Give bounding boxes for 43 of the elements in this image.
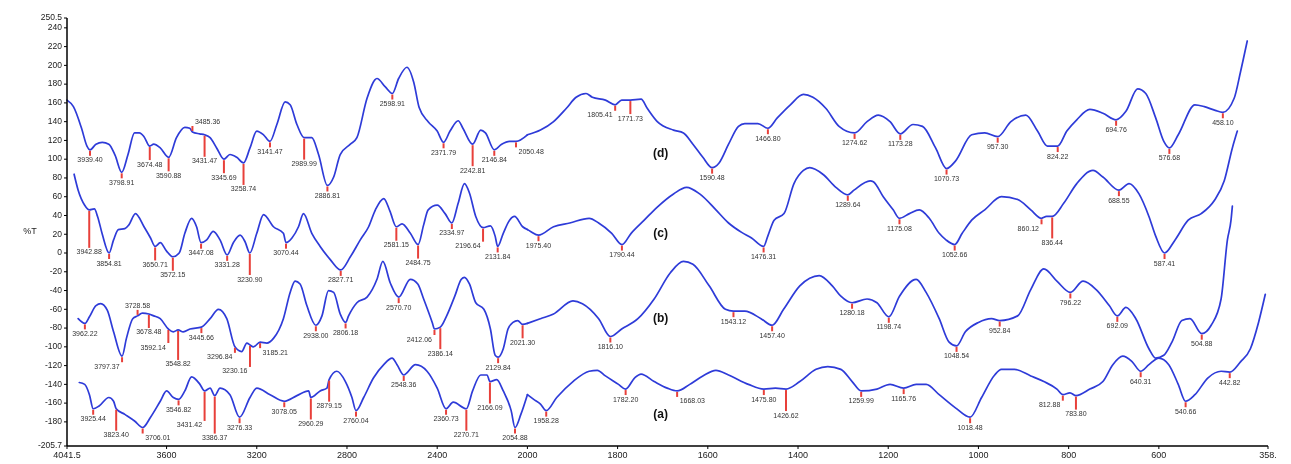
y-tick-label: -80 — [49, 322, 63, 333]
y-tick-label: -160 — [44, 397, 63, 408]
x-tick-label: 1800 — [607, 450, 628, 460]
y-tick-label: -20 — [49, 266, 63, 277]
y-tick-label: 100 — [47, 153, 63, 164]
y-tick-label: -205.7 — [37, 440, 63, 451]
y-tick-label: -40 — [49, 284, 63, 295]
x-tick-label: 1400 — [788, 450, 809, 460]
x-tick-label: 1200 — [878, 450, 899, 460]
y-tick-label: 240 — [47, 22, 63, 33]
y-tick-label: 250.5 — [40, 12, 63, 23]
y-tick-label: 0 — [57, 247, 63, 258]
x-tick-label: 2400 — [427, 450, 448, 460]
x-tick-label: 600 — [1151, 450, 1167, 460]
y-tick-label: 160 — [47, 97, 63, 108]
x-tick-label: 4041.5 — [53, 450, 81, 460]
series-label: (b) — [653, 310, 669, 325]
series-label: (c) — [653, 226, 669, 241]
x-tick-label: 1600 — [697, 450, 718, 460]
y-tick-label: 40 — [52, 209, 63, 220]
y-tick-label: 60 — [52, 190, 63, 201]
x-tick-label: 3200 — [246, 450, 267, 460]
y-tick-label: 20 — [52, 228, 63, 239]
y-tick-label: 200 — [47, 59, 63, 70]
x-tick-label: 3600 — [156, 450, 177, 460]
y-tick-label: 80 — [52, 172, 63, 183]
y-tick-label: 180 — [47, 78, 63, 89]
x-tick-label: 2000 — [517, 450, 538, 460]
y-tick-label: -180 — [44, 416, 63, 427]
y-tick-label: -140 — [44, 378, 63, 389]
y-tick-label: 140 — [47, 115, 63, 126]
y-tick-label: -100 — [44, 341, 63, 352]
series-label: (d) — [653, 145, 669, 160]
y-tick-label: 220 — [47, 40, 63, 51]
y-tick-label: 120 — [47, 134, 63, 145]
series-label: (a) — [653, 407, 669, 422]
x-tick-label: 800 — [1061, 450, 1077, 460]
y-axis-title: %T — [23, 226, 38, 237]
x-tick-label: 1000 — [968, 450, 989, 460]
x-tick-label: 2800 — [336, 450, 357, 460]
x-tick-label: 358. — [1259, 450, 1277, 460]
y-tick-label: -60 — [49, 303, 63, 314]
y-tick-label: -120 — [44, 359, 63, 370]
